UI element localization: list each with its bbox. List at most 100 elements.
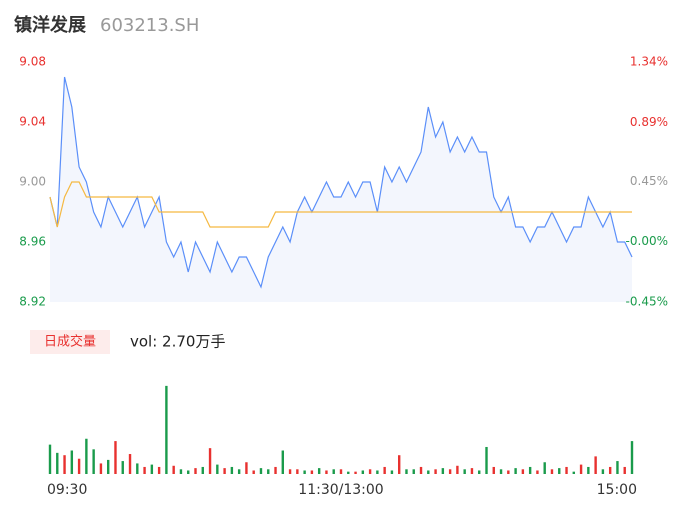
volume-bar — [616, 461, 619, 474]
volume-bar — [521, 469, 525, 474]
volume-bar — [347, 471, 350, 474]
volume-bar — [427, 470, 430, 474]
volume-bar — [565, 466, 568, 474]
volume-bar — [325, 470, 328, 474]
volume-bar — [194, 468, 197, 474]
y-tick-label: 8.96 — [19, 235, 46, 249]
volume-bar — [528, 466, 532, 474]
y-tick-label: 9.04 — [19, 115, 46, 129]
volume-bar — [56, 452, 59, 474]
volume-bar — [107, 459, 110, 474]
volume-button-bg[interactable] — [30, 330, 110, 354]
x-tick-label: 11:30/13:00 — [298, 482, 383, 498]
volume-bar — [441, 468, 445, 474]
volume-bar — [281, 450, 284, 474]
volume-bar — [245, 462, 248, 474]
volume-bar — [492, 466, 495, 474]
volume-bar — [463, 469, 466, 474]
volume-bar — [150, 464, 154, 474]
volume-bar — [128, 454, 132, 474]
volume-bar — [63, 455, 66, 474]
volume-bar — [550, 469, 554, 474]
volume-bar — [361, 470, 365, 474]
price-area — [50, 77, 632, 302]
volume-bar — [288, 469, 292, 474]
volume-bar — [587, 466, 590, 474]
volume-bar — [121, 461, 124, 474]
volume-bar — [405, 469, 408, 474]
stock-name: 镇洋发展 — [14, 14, 87, 36]
volume-bar — [390, 470, 394, 474]
volume-bar — [419, 466, 423, 474]
volume-bar — [383, 466, 386, 474]
volume-bar — [216, 464, 219, 474]
volume-bar — [230, 466, 234, 474]
volume-bar — [448, 469, 452, 474]
x-tick-label: 15:00 — [597, 482, 637, 498]
volume-bar — [499, 469, 503, 474]
y2-tick-label: 1.34% — [630, 55, 668, 69]
y2-tick-label: -0.00% — [626, 234, 668, 248]
volume-bar — [252, 470, 255, 474]
volume-bar — [165, 385, 168, 474]
volume-bar — [179, 469, 183, 474]
volume-summary: vol: 2.70万手 — [130, 333, 225, 351]
volume-bar — [92, 449, 95, 474]
average-line — [49, 181, 632, 228]
volume-bar — [623, 466, 626, 474]
y-tick-label: 9.00 — [19, 175, 46, 189]
volume-bar — [274, 466, 277, 474]
volume-bar — [136, 463, 139, 474]
volume-bar — [376, 470, 379, 474]
volume-bar — [267, 469, 270, 474]
volume-bar — [259, 468, 263, 474]
volume-bar — [478, 470, 481, 474]
volume-bar — [507, 470, 510, 474]
volume-bar — [303, 470, 306, 474]
volume-bar — [208, 448, 212, 474]
volume-bar — [601, 469, 605, 474]
x-tick-label: 09:30 — [47, 482, 87, 498]
volume-bar — [412, 469, 415, 474]
volume-bar — [310, 470, 314, 474]
volume-bar — [608, 466, 612, 474]
y2-tick-label: 0.45% — [630, 174, 668, 188]
y-tick-label: 9.08 — [19, 55, 46, 69]
volume-bar — [114, 441, 117, 474]
volume-bar — [368, 469, 372, 474]
volume-bar — [456, 465, 459, 474]
stock-code: 603213.SH — [100, 15, 199, 36]
volume-bar — [630, 441, 634, 474]
volume-bar — [99, 463, 103, 474]
y2-tick-label: 0.89% — [630, 115, 668, 129]
volume-bar — [317, 468, 321, 474]
y-tick-label: 8.92 — [19, 295, 46, 309]
volume-bar — [594, 456, 597, 474]
volume-bar — [77, 458, 81, 474]
volume-button[interactable]: 日成交量 — [44, 334, 96, 350]
volume-bar — [172, 465, 175, 474]
volume-bar — [572, 471, 575, 474]
volume-bar — [85, 438, 88, 474]
volume-bar — [48, 444, 52, 474]
volume-bar — [470, 468, 474, 474]
volume-bar — [579, 464, 583, 474]
y2-tick-label: -0.45% — [626, 295, 668, 309]
volume-bar — [70, 450, 74, 474]
volume-bar — [332, 469, 335, 474]
volume-bar — [157, 466, 161, 474]
volume-bar — [514, 468, 517, 474]
price-line — [49, 76, 633, 289]
volume-bar — [485, 446, 488, 474]
volume-bar — [543, 462, 546, 474]
volume-bar — [398, 455, 401, 474]
volume-bar — [143, 466, 146, 474]
volume-bar — [201, 466, 204, 474]
volume-bar — [187, 470, 190, 474]
volume-bar — [296, 469, 299, 474]
volume-bar — [558, 468, 561, 474]
volume-bar — [434, 469, 437, 474]
volume-bar — [237, 469, 241, 474]
volume-bar — [223, 468, 226, 474]
